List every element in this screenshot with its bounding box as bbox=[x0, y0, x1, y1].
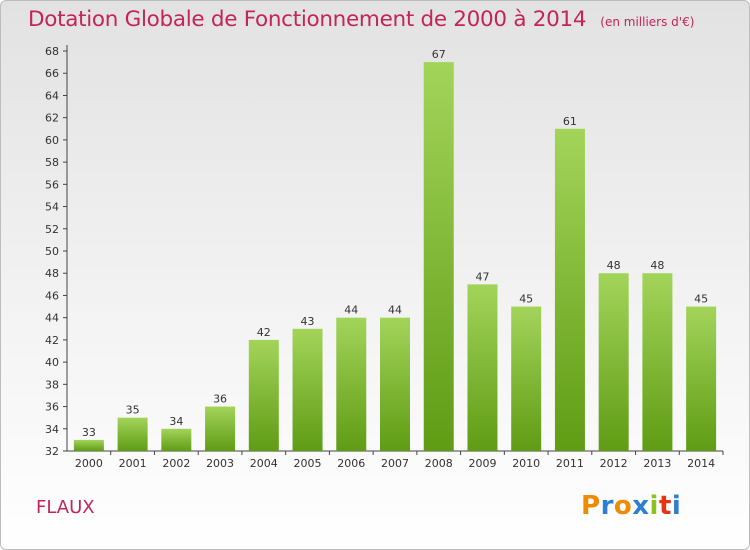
x-tick-label: 2003 bbox=[206, 457, 234, 470]
bar-value-label: 43 bbox=[301, 315, 315, 328]
chart-title: Dotation Globale de Fonctionnement de 20… bbox=[28, 7, 694, 32]
bar-value-label: 42 bbox=[257, 326, 271, 339]
x-tick-label: 2008 bbox=[425, 457, 453, 470]
y-tick-label: 60 bbox=[45, 134, 59, 147]
bar bbox=[117, 417, 148, 451]
logo-letter: o bbox=[613, 491, 633, 521]
y-tick-label: 34 bbox=[45, 423, 59, 436]
x-tick-label: 2014 bbox=[687, 457, 715, 470]
y-tick-label: 58 bbox=[45, 156, 59, 169]
x-tick-label: 2011 bbox=[556, 457, 584, 470]
y-tick-label: 46 bbox=[45, 289, 59, 302]
x-tick-label: 2002 bbox=[162, 457, 190, 470]
bar bbox=[292, 328, 323, 451]
logo-letter: P bbox=[581, 491, 601, 521]
y-tick-label: 48 bbox=[45, 267, 59, 280]
bar-value-label: 45 bbox=[519, 293, 533, 306]
logo-letter: i bbox=[671, 491, 682, 521]
y-tick-label: 54 bbox=[45, 201, 59, 214]
bar-value-label: 67 bbox=[432, 48, 446, 61]
y-tick-label: 42 bbox=[45, 334, 59, 347]
y-tick-label: 40 bbox=[45, 356, 59, 369]
x-tick-label: 2004 bbox=[250, 457, 278, 470]
bar bbox=[73, 439, 104, 451]
y-tick-label: 32 bbox=[45, 445, 59, 458]
commune-name: FLAUX bbox=[36, 497, 95, 518]
y-tick-label: 44 bbox=[45, 312, 59, 325]
unit-label: (en milliers d'€) bbox=[600, 15, 695, 29]
bar bbox=[248, 339, 279, 451]
x-tick-label: 2012 bbox=[600, 457, 628, 470]
bar bbox=[161, 428, 192, 451]
bar-value-label: 48 bbox=[607, 259, 621, 272]
x-tick-label: 2007 bbox=[381, 457, 409, 470]
logo-letter: r bbox=[600, 491, 614, 521]
y-tick-label: 64 bbox=[45, 89, 59, 102]
y-tick-label: 56 bbox=[45, 178, 59, 191]
x-tick-label: 2000 bbox=[75, 457, 103, 470]
x-tick-label: 2005 bbox=[294, 457, 322, 470]
x-tick-label: 2009 bbox=[468, 457, 496, 470]
logo-letter: x bbox=[632, 491, 650, 521]
y-tick-label: 68 bbox=[45, 45, 59, 58]
bar bbox=[554, 128, 585, 451]
bar-value-label: 36 bbox=[213, 393, 227, 406]
chart-title-text: Dotation Globale de Fonctionnement de 20… bbox=[28, 7, 587, 32]
x-tick-label: 2013 bbox=[643, 457, 671, 470]
bar-value-label: 48 bbox=[650, 259, 664, 272]
bar-value-label: 61 bbox=[563, 115, 577, 128]
logo-letter: t bbox=[658, 491, 672, 521]
y-tick-label: 50 bbox=[45, 245, 59, 258]
y-tick-label: 36 bbox=[45, 401, 59, 414]
bar bbox=[205, 406, 236, 451]
bar-value-label: 33 bbox=[82, 426, 96, 439]
y-tick-label: 62 bbox=[45, 112, 59, 125]
bar bbox=[642, 273, 673, 451]
bar bbox=[467, 284, 498, 451]
bar-value-label: 34 bbox=[169, 415, 183, 428]
x-tick-label: 2006 bbox=[337, 457, 365, 470]
logo-letter: i bbox=[649, 491, 659, 521]
bar bbox=[686, 306, 717, 451]
x-tick-label: 2001 bbox=[119, 457, 147, 470]
y-tick-label: 38 bbox=[45, 378, 59, 391]
bar bbox=[511, 306, 542, 451]
bar-value-label: 35 bbox=[126, 404, 140, 417]
y-tick-label: 52 bbox=[45, 223, 59, 236]
bar bbox=[423, 62, 454, 451]
y-tick-label: 66 bbox=[45, 67, 59, 80]
bar bbox=[336, 317, 367, 451]
proxiti-logo: Proxiti bbox=[581, 491, 681, 521]
bar bbox=[380, 317, 410, 451]
x-tick-label: 2010 bbox=[512, 457, 540, 470]
bar-value-label: 47 bbox=[475, 270, 489, 283]
bar-value-label: 44 bbox=[344, 304, 358, 317]
bar-value-label: 45 bbox=[694, 293, 708, 306]
bar-value-label: 44 bbox=[388, 304, 402, 317]
bar bbox=[598, 273, 629, 451]
